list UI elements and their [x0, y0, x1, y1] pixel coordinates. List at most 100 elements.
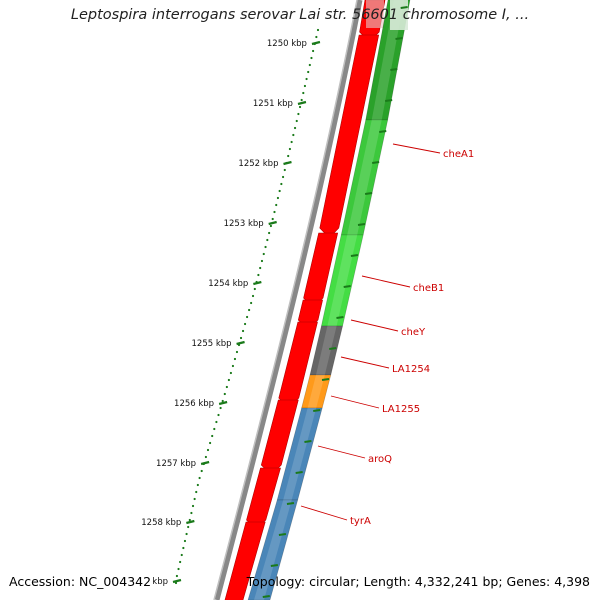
- ruler-dot: [200, 469, 203, 473]
- ruler-dot: [179, 560, 182, 564]
- kbp-tick-label: 1252 kbp: [238, 159, 278, 169]
- ruler-dot: [273, 210, 276, 214]
- ruler-dot: [280, 182, 283, 186]
- ruler-dot: [188, 518, 191, 522]
- ruler-dot: [213, 427, 216, 431]
- kbp-tick: [297, 100, 307, 106]
- ruler-dot: [262, 252, 265, 256]
- minor-tick: [364, 192, 373, 195]
- backbone-highlight: [213, 0, 358, 600]
- ruler-dot: [283, 168, 286, 172]
- gene-label-la1255[interactable]: LA1255: [382, 404, 420, 415]
- gene-leader-line: [330, 395, 380, 409]
- ruler-dot: [185, 532, 188, 536]
- minor-tick: [304, 440, 312, 443]
- minor-tick: [372, 161, 380, 164]
- ruler-dot: [312, 49, 315, 53]
- minor-tick: [262, 595, 270, 598]
- gene-leader-line: [317, 445, 366, 459]
- backbone: [213, 0, 363, 600]
- ruler-dot: [227, 378, 230, 382]
- ruler-dot: [278, 189, 281, 193]
- kbp-tick: [218, 400, 228, 406]
- minor-tick: [395, 37, 403, 40]
- kbp-tick: [268, 220, 277, 226]
- ruler-dot: [248, 308, 251, 312]
- kbp-tick-label: kbp: [152, 577, 168, 587]
- ruler-dot: [290, 140, 293, 144]
- ruler-dot: [260, 259, 264, 263]
- gene-label-tyra[interactable]: tyrA: [350, 516, 371, 527]
- gene-label-aroq[interactable]: aroQ: [368, 454, 392, 465]
- ruler-dot: [231, 364, 235, 368]
- minor-tick: [278, 533, 287, 536]
- gene-block-tyra[interactable]: [247, 499, 299, 600]
- ruler-dot: [215, 420, 218, 424]
- sequence-title: Leptospira interrogans serovar Lai str. …: [70, 7, 530, 23]
- kbp-tick: [236, 340, 245, 346]
- ruler-dot: [243, 322, 247, 326]
- gene-label-chea1[interactable]: cheA1: [443, 149, 474, 160]
- gene-labels: cheA1 cheB1 cheY LA1254 LA1255 aroQ tyrA: [300, 143, 474, 527]
- backbone-line: [214, 0, 363, 600]
- ruler-dot: [239, 336, 243, 340]
- ruler-dot: [293, 126, 297, 130]
- ruler-dot: [177, 567, 180, 571]
- kbp-tick: [200, 460, 210, 466]
- ruler-dot: [259, 266, 262, 270]
- ruler-dot: [250, 301, 253, 305]
- ruler-dot: [300, 98, 303, 102]
- gene-leader-line: [392, 143, 441, 154]
- kbp-tick: [186, 519, 195, 525]
- gene-label-cheb1[interactable]: cheB1: [413, 283, 444, 294]
- ruler-dot: [281, 175, 285, 179]
- sequence-summary: Topology: circular; Length: 4,332,241 bp…: [246, 574, 590, 589]
- minor-tick: [379, 130, 387, 133]
- gene-block-shine: [327, 235, 358, 326]
- minor-tick: [336, 316, 344, 319]
- minor-tick: [350, 254, 359, 257]
- kbp-tick-label: 1255 kbp: [192, 339, 232, 349]
- ruler-dot: [295, 119, 298, 123]
- ruler-dot: [206, 448, 210, 452]
- gene-label-la1254[interactable]: LA1254: [392, 364, 430, 375]
- minor-tick: [385, 99, 393, 102]
- ruler-dot: [217, 413, 220, 417]
- ruler-dot: [268, 231, 271, 235]
- minor-tick: [390, 68, 398, 71]
- kbp-tick: [172, 578, 182, 584]
- gene-block-shine: [283, 408, 317, 500]
- minor-tick: [295, 471, 303, 474]
- gene-label-chey[interactable]: cheY: [401, 327, 426, 338]
- ruler-dot: [223, 392, 226, 396]
- ruler-dot: [187, 525, 190, 529]
- kbp-tick: [283, 160, 292, 166]
- ruler-dot: [271, 217, 274, 221]
- accession-text: Accession: NC_004342: [9, 574, 152, 589]
- gene-leader-line: [340, 356, 390, 369]
- ruler-dot: [219, 406, 222, 410]
- ruler-dot: [298, 105, 302, 109]
- ruler-dot: [241, 329, 245, 333]
- kbp-tick-label: 1251 kbp: [253, 99, 293, 109]
- ruler-dot: [307, 70, 310, 74]
- ruler-dot: [195, 490, 198, 494]
- minor-tick: [357, 223, 366, 226]
- minor-tick: [286, 502, 295, 505]
- ruler-dot: [308, 63, 311, 67]
- gene-block-shine: [316, 326, 337, 375]
- ruler-dot: [183, 539, 187, 543]
- minor-tick: [329, 347, 337, 350]
- kbp-tick-label: 1253 kbp: [224, 219, 264, 229]
- kbp-tick-label: 1258 kbp: [141, 518, 181, 528]
- ruler-dot: [245, 315, 249, 319]
- ruler-dot: [233, 357, 237, 361]
- ruler-dot: [310, 56, 313, 60]
- ruler-dot: [257, 273, 260, 277]
- ruler-dot: [198, 476, 201, 480]
- gene-leader-line: [361, 275, 411, 288]
- ruler-dot: [182, 546, 185, 550]
- ruler-dot: [209, 441, 212, 445]
- ruler-dot: [275, 203, 278, 207]
